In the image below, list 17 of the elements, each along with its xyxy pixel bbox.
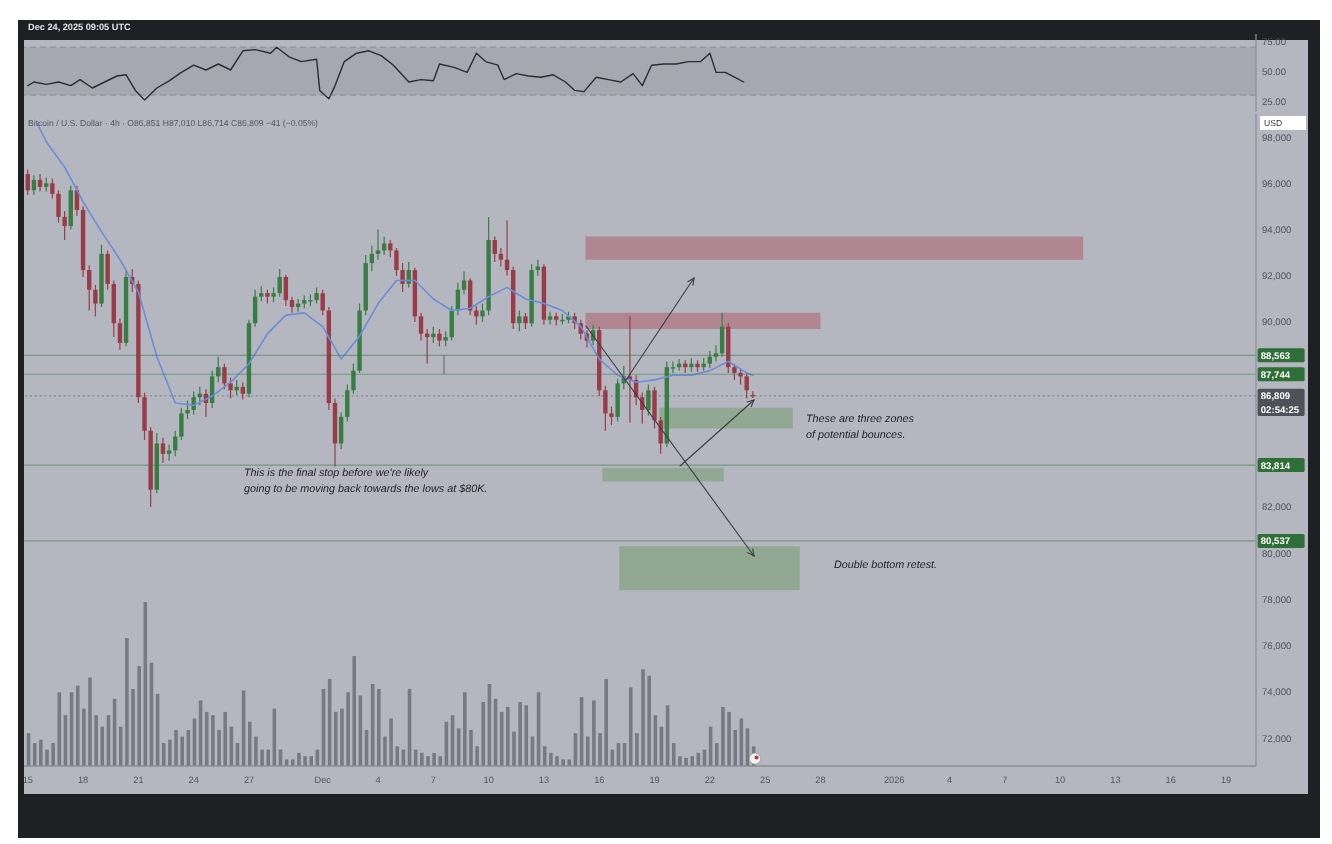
candlestick	[744, 372, 749, 399]
candlestick	[37, 173, 43, 193]
candlestick	[492, 235, 497, 263]
candlestick	[646, 383, 651, 417]
line-series	[27, 46, 745, 101]
candlestick	[381, 235, 387, 256]
candlestick	[277, 268, 282, 298]
candlestick	[517, 309, 522, 332]
candlestick	[222, 363, 227, 390]
candlestick	[154, 432, 159, 494]
candlestick	[547, 311, 553, 325]
candlestick	[166, 444, 172, 462]
line-series	[36, 122, 754, 407]
candlestick	[68, 185, 73, 231]
candlestick	[25, 168, 30, 196]
candlestick	[160, 437, 166, 464]
candlestick	[283, 274, 289, 307]
